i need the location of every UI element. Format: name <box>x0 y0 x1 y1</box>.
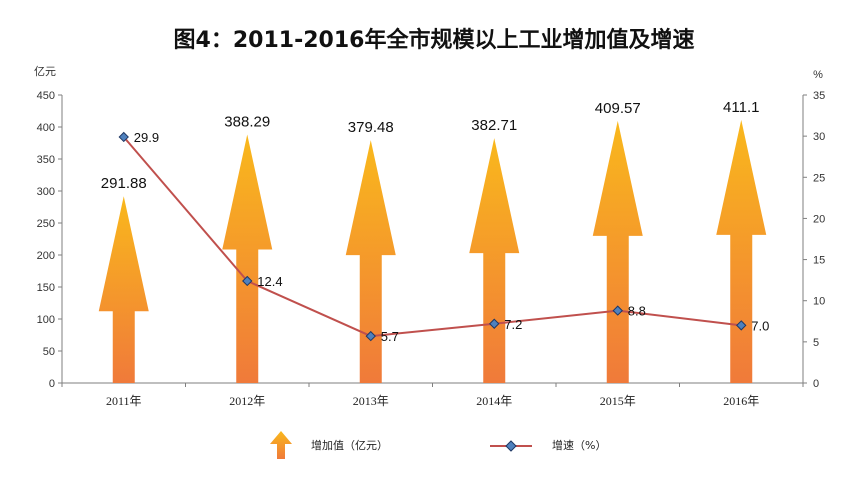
left-tick-label: 250 <box>37 218 55 230</box>
rate-marker <box>489 318 500 329</box>
legend-label-rate: 增速（%） <box>552 438 606 452</box>
bar-value-labels: 291.88 388.29 379.48 382.71 409.57 411.1 <box>101 99 760 192</box>
chart-title: 图4：2011-2016年全市规模以上工业增加值及增速 <box>173 28 695 53</box>
bar-value-label: 388.29 <box>224 113 270 130</box>
rate-marker <box>736 320 747 331</box>
rate-value-label: 8.8 <box>628 304 646 319</box>
right-tick-label: 10 <box>813 296 825 308</box>
left-axis-unit: 亿元 <box>34 65 56 78</box>
left-tick-label: 100 <box>37 314 55 326</box>
bar-value-label: 291.88 <box>101 175 147 192</box>
arrow-bar <box>222 134 273 383</box>
x-tick-label: 2014年 <box>476 394 512 408</box>
x-tick-label: 2015年 <box>600 394 636 408</box>
left-axis-ticks: 0 50 100 150 200 250 300 350 400 450 <box>37 90 62 390</box>
rate-value-label: 12.4 <box>257 274 282 289</box>
right-tick-label: 25 <box>813 172 825 184</box>
arrow-bar <box>716 119 767 384</box>
right-axis-unit: % <box>813 69 823 81</box>
rate-value-label: 7.0 <box>751 318 769 333</box>
line-diamond-icon <box>490 440 532 452</box>
bar-value-label: 409.57 <box>595 100 641 117</box>
rate-line-series <box>118 131 747 342</box>
x-tick-label: 2016年 <box>723 394 759 408</box>
rate-value-labels: 29.9 12.4 5.7 7.2 8.8 7.0 <box>134 130 770 344</box>
rate-marker <box>242 275 253 287</box>
rate-value-label: 5.7 <box>381 329 399 344</box>
legend-item-value: 增加值（亿元） <box>270 431 388 459</box>
left-tick-label: 300 <box>37 186 55 198</box>
right-tick-label: 0 <box>813 378 819 390</box>
bar-value-label: 379.48 <box>348 119 394 136</box>
left-tick-label: 150 <box>37 282 55 294</box>
x-tick-label: 2011年 <box>106 394 142 408</box>
rate-line <box>122 136 742 338</box>
rate-marker <box>118 131 129 143</box>
x-axis-ticks: 2011年 2012年 2013年 2014年 2015年 2016年 <box>61 383 804 408</box>
right-tick-label: 15 <box>813 255 825 267</box>
left-tick-label: 50 <box>43 346 55 358</box>
right-tick-label: 5 <box>813 337 819 349</box>
left-tick-label: 400 <box>37 122 55 134</box>
rate-value-label: 7.2 <box>504 317 522 332</box>
x-tick-label: 2012年 <box>229 394 265 408</box>
left-tick-label: 0 <box>49 378 55 390</box>
left-tick-label: 450 <box>37 90 55 102</box>
right-tick-label: 30 <box>813 131 825 143</box>
up-arrow-icon <box>270 431 292 459</box>
rate-marker <box>612 305 623 316</box>
left-tick-label: 200 <box>37 250 55 262</box>
rate-value-label: 29.9 <box>134 130 159 145</box>
arrow-bar <box>98 196 149 383</box>
arrow-bar <box>469 138 520 383</box>
bar-value-label: 411.1 <box>723 99 759 116</box>
arrow-bar <box>345 140 396 383</box>
right-tick-label: 20 <box>813 213 825 225</box>
arrow-bar <box>592 120 643 384</box>
legend-label-value: 增加值（亿元） <box>311 438 388 452</box>
rate-marker <box>365 330 376 342</box>
x-tick-label: 2013年 <box>353 394 389 408</box>
right-axis-ticks: 0 5 10 15 20 25 30 35 <box>803 90 825 390</box>
legend: 增加值（亿元） 增速（%） <box>270 431 606 459</box>
right-tick-label: 35 <box>813 90 825 102</box>
bar-value-label: 382.71 <box>471 117 517 134</box>
arrow-bars <box>98 119 767 384</box>
left-tick-label: 350 <box>37 154 55 166</box>
legend-item-rate: 增速（%） <box>490 438 606 452</box>
